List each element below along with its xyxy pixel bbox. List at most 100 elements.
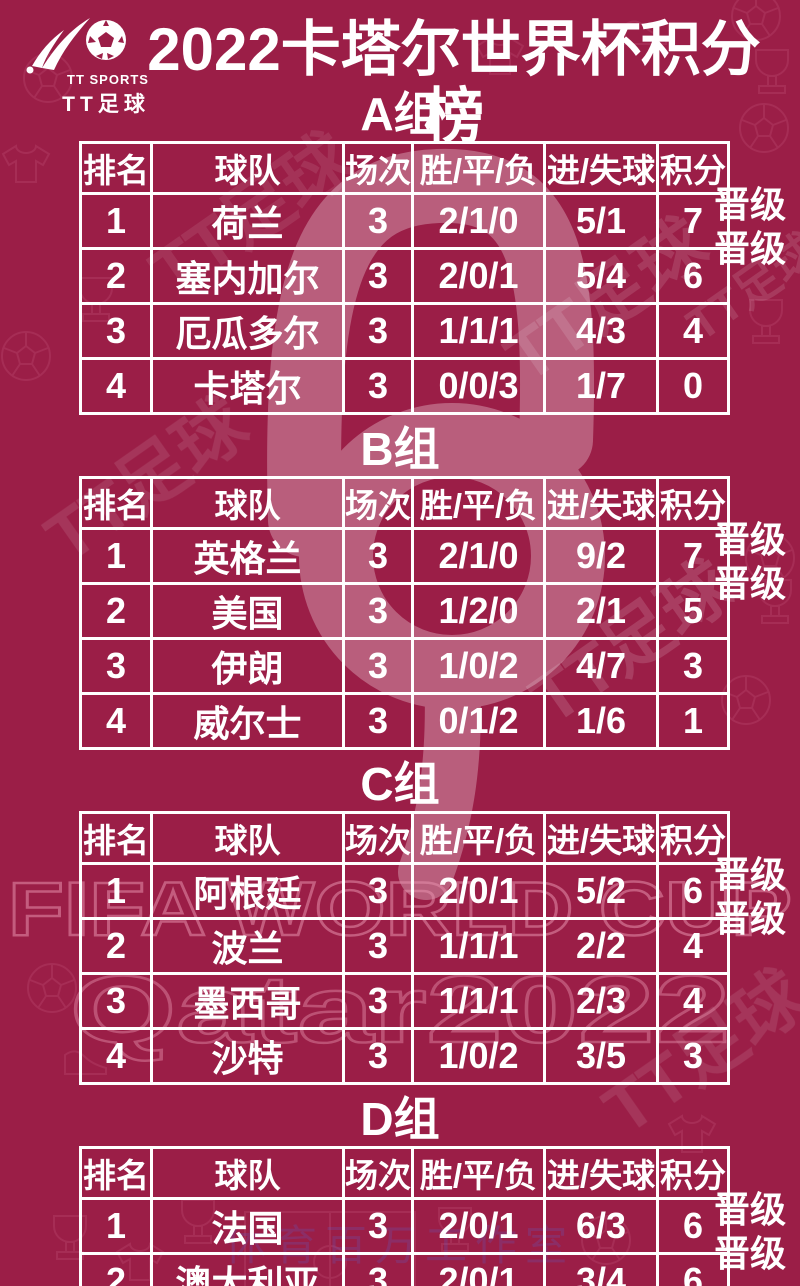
column-header: 胜/平/负: [411, 476, 546, 530]
rank-cell: 2: [79, 917, 153, 975]
team-cell: 伊朗: [150, 637, 345, 695]
header-row: 排名 球队 场次 胜/平/负 进/失球 积分: [79, 476, 730, 530]
points-cell: 6: [656, 247, 730, 305]
logo-text-cn: TT足球: [62, 93, 150, 116]
points-cell: 5: [656, 582, 730, 640]
group-section-2: B组 排名 球队 场次 胜/平/负 进/失球 积分 1 英格兰 3 2/1/0 9/2 7 2 美国 3 1/2…: [0, 425, 800, 750]
logo-text-en: TT SPORTS: [67, 72, 149, 87]
played-cell: 3: [342, 862, 414, 920]
team-cell: 威尔士: [150, 692, 345, 750]
played-cell: 3: [342, 247, 414, 305]
team-row: 3 伊朗 3 1/0/2 4/7 3: [79, 637, 730, 695]
played-cell: 3: [342, 302, 414, 360]
team-row: 2 波兰 3 1/1/1 2/2 4: [79, 917, 730, 975]
tt-sports-logo: TT SPORTS TT足球: [24, 8, 148, 118]
column-header: 排名: [79, 476, 153, 530]
team-row: 3 墨西哥 3 1/1/1 2/3 4: [79, 972, 730, 1030]
column-header: 进/失球: [543, 476, 659, 530]
column-header: 场次: [342, 141, 414, 195]
group-title: C组: [360, 758, 440, 810]
standings-table: 排名 球队 场次 胜/平/负 进/失球 积分 1 阿根廷 3 2/0/1 5/2 6 2 波兰 3 1/1/1…: [79, 811, 730, 1085]
team-row: 4 卡塔尔 3 0/0/3 1/7 0: [79, 357, 730, 415]
promotion-badge: 晋级: [714, 898, 787, 939]
rank-cell: 3: [79, 637, 153, 695]
goals-cell: 5/2: [543, 862, 659, 920]
points-cell: 6: [656, 1197, 730, 1255]
promotion-badge: 晋级: [714, 519, 787, 560]
points-cell: 7: [656, 192, 730, 250]
wdl-cell: 0/1/2: [411, 692, 546, 750]
team-cell: 卡塔尔: [150, 357, 345, 415]
column-header: 积分: [656, 811, 730, 865]
column-header: 胜/平/负: [411, 141, 546, 195]
column-header: 球队: [150, 811, 345, 865]
column-header: 进/失球: [543, 141, 659, 195]
wdl-cell: 2/0/1: [411, 1252, 546, 1286]
points-cell: 0: [656, 357, 730, 415]
standings-table: 排名 球队 场次 胜/平/负 进/失球 积分 1 荷兰 3 2/1/0 5/1 7 2 塞内加尔 3 2/0/…: [79, 141, 730, 415]
team-cell: 美国: [150, 582, 345, 640]
team-row: 1 英格兰 3 2/1/0 9/2 7: [79, 527, 730, 585]
points-cell: 1: [656, 692, 730, 750]
played-cell: 3: [342, 1027, 414, 1085]
team-row: 2 塞内加尔 3 2/0/1 5/4 6: [79, 247, 730, 305]
column-header: 场次: [342, 476, 414, 530]
table-wrap: 排名 球队 场次 胜/平/负 进/失球 积分 1 荷兰 3 2/1/0 5/1 7 2 塞内加尔 3 2/0/…: [0, 141, 800, 415]
points-cell: 7: [656, 527, 730, 585]
points-cell: 6: [656, 1252, 730, 1286]
team-row: 3 厄瓜多尔 3 1/1/1 4/3 4: [79, 302, 730, 360]
goals-cell: 2/1: [543, 582, 659, 640]
group-title: D组: [360, 1093, 440, 1145]
promotion-badge: 晋级: [714, 228, 787, 269]
header-row: 排名 球队 场次 胜/平/负 进/失球 积分: [79, 1146, 730, 1200]
played-cell: 3: [342, 192, 414, 250]
played-cell: 3: [342, 917, 414, 975]
team-cell: 塞内加尔: [150, 247, 345, 305]
team-cell: 澳大利亚: [150, 1252, 345, 1286]
column-header: 积分: [656, 141, 730, 195]
wdl-cell: 1/0/2: [411, 1027, 546, 1085]
standings-table: 排名 球队 场次 胜/平/负 进/失球 积分 1 法国 3 2/0/1 6/3 6 2 澳大利亚 3 2/0/…: [79, 1146, 730, 1286]
played-cell: 3: [342, 527, 414, 585]
football-swoosh-icon: [26, 18, 126, 74]
column-header: 胜/平/负: [411, 1146, 546, 1200]
points-cell: 4: [656, 917, 730, 975]
rank-cell: 1: [79, 862, 153, 920]
column-header: 进/失球: [543, 1146, 659, 1200]
team-row: 2 澳大利亚 3 2/0/1 3/4 6: [79, 1252, 730, 1286]
column-header: 积分: [656, 476, 730, 530]
team-row: 4 威尔士 3 0/1/2 1/6 1: [79, 692, 730, 750]
wdl-cell: 2/0/1: [411, 1197, 546, 1255]
played-cell: 3: [342, 582, 414, 640]
team-cell: 墨西哥: [150, 972, 345, 1030]
column-header: 胜/平/负: [411, 811, 546, 865]
table-wrap: 排名 球队 场次 胜/平/负 进/失球 积分 1 法国 3 2/0/1 6/3 6 2 澳大利亚 3 2/0/…: [0, 1146, 800, 1286]
goals-cell: 6/3: [543, 1197, 659, 1255]
groups-container: A组 排名 球队 场次 胜/平/负 进/失球 积分 1 荷兰 3 2/1/0 5/1 7 2 塞内加尔 3 2/…: [0, 90, 800, 1286]
promotion-badge: 晋级: [714, 1189, 787, 1230]
rank-cell: 1: [79, 192, 153, 250]
goals-cell: 4/3: [543, 302, 659, 360]
played-cell: 3: [342, 1197, 414, 1255]
rank-cell: 4: [79, 1027, 153, 1085]
column-header: 场次: [342, 811, 414, 865]
team-row: 1 法国 3 2/0/1 6/3 6: [79, 1197, 730, 1255]
wdl-cell: 2/1/0: [411, 527, 546, 585]
column-header: 排名: [79, 1146, 153, 1200]
team-row: 1 阿根廷 3 2/0/1 5/2 6: [79, 862, 730, 920]
header-row: 排名 球队 场次 胜/平/负 进/失球 积分: [79, 811, 730, 865]
goals-cell: 5/1: [543, 192, 659, 250]
promotion-badge: 晋级: [714, 184, 787, 225]
wdl-cell: 1/1/1: [411, 972, 546, 1030]
column-header: 球队: [150, 141, 345, 195]
goals-cell: 9/2: [543, 527, 659, 585]
goals-cell: 1/7: [543, 357, 659, 415]
rank-cell: 3: [79, 302, 153, 360]
column-header: 进/失球: [543, 811, 659, 865]
page-title: 2022卡塔尔世界杯积分榜: [147, 16, 761, 151]
rank-cell: 1: [79, 527, 153, 585]
team-cell: 厄瓜多尔: [150, 302, 345, 360]
team-cell: 荷兰: [150, 192, 345, 250]
group-section-4: D组 排名 球队 场次 胜/平/负 进/失球 积分 1 法国 3 2/0/1 6/3 6 2 澳大利亚 3 2/…: [0, 1095, 800, 1286]
